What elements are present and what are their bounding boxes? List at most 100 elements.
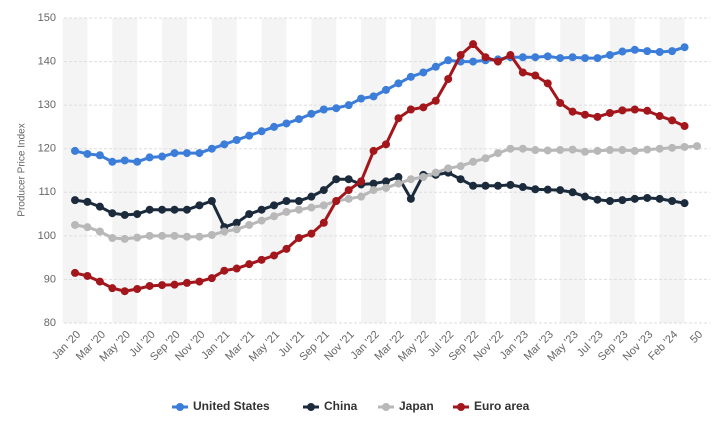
data-point (655, 194, 664, 203)
data-point (680, 122, 689, 131)
data-point (655, 112, 664, 121)
data-point (431, 62, 440, 71)
data-point (282, 197, 291, 205)
data-point (207, 144, 216, 153)
data-point (170, 231, 179, 240)
data-point (120, 156, 129, 165)
data-point (556, 54, 565, 63)
x-tick-label: 50 (688, 329, 705, 346)
data-point (95, 277, 104, 286)
y-tick-label: 90 (44, 273, 56, 285)
data-point (182, 149, 191, 158)
data-point (531, 53, 540, 62)
data-point (618, 146, 627, 155)
data-point (182, 278, 191, 287)
y-tick-label: 100 (38, 230, 56, 242)
data-point (382, 177, 390, 186)
data-point (270, 122, 279, 131)
data-point (182, 232, 191, 241)
data-point (668, 143, 677, 152)
data-point (444, 75, 453, 83)
data-point (220, 140, 229, 149)
y-tick-label: 150 (38, 12, 56, 24)
y-tick-label: 130 (38, 99, 56, 111)
data-point (294, 197, 303, 205)
data-point (120, 287, 129, 296)
data-point (406, 175, 415, 184)
data-point (120, 210, 129, 219)
data-point (207, 197, 216, 205)
data-point (158, 152, 167, 161)
legend: United States China Japan Euro area (172, 399, 530, 413)
data-point (581, 192, 590, 201)
data-point (294, 205, 303, 214)
data-point (655, 47, 664, 56)
background-band (261, 18, 287, 323)
data-point (456, 175, 465, 184)
data-point (518, 53, 527, 62)
data-point (270, 251, 279, 260)
data-point (643, 47, 652, 56)
data-point (630, 146, 639, 155)
data-point (680, 142, 689, 151)
data-point (257, 205, 266, 214)
data-point (394, 114, 403, 123)
data-point (382, 85, 390, 94)
data-point (531, 146, 540, 155)
data-point (369, 146, 378, 155)
data-point (282, 119, 291, 128)
data-point (120, 234, 129, 243)
y-axis-title: Producer Price Index (17, 123, 28, 216)
data-point (195, 277, 204, 286)
background-band (112, 18, 138, 323)
data-point (556, 146, 565, 155)
data-point (556, 98, 565, 107)
data-point (319, 218, 328, 227)
data-point (71, 220, 79, 229)
data-point (170, 205, 179, 214)
data-point (469, 157, 478, 166)
data-point (220, 227, 229, 236)
data-point (270, 212, 279, 221)
y-tick-label: 110 (38, 186, 56, 198)
data-point (394, 173, 403, 182)
data-point (357, 177, 366, 186)
data-point (382, 183, 390, 192)
background-band (410, 18, 436, 323)
y-tick-label: 140 (38, 55, 56, 67)
data-point (232, 136, 241, 144)
data-point (506, 144, 515, 153)
data-point (108, 157, 117, 166)
data-point (655, 144, 664, 153)
data-point (419, 103, 428, 112)
data-point (394, 179, 403, 188)
data-point (593, 195, 602, 204)
data-point (593, 54, 602, 63)
data-point (643, 145, 652, 154)
background-band (460, 18, 486, 323)
data-point (145, 231, 154, 240)
data-point (444, 164, 453, 173)
legend-label: China (324, 399, 358, 413)
data-point (245, 260, 254, 269)
legend-marker (176, 403, 184, 411)
data-point (543, 52, 552, 61)
data-point (344, 101, 353, 110)
legend-marker (307, 403, 315, 411)
data-point (232, 225, 241, 234)
data-point (307, 229, 316, 238)
data-point (605, 51, 614, 60)
data-point (680, 199, 689, 208)
data-point (481, 181, 490, 190)
data-point (145, 205, 154, 214)
data-point (332, 197, 341, 205)
data-point (145, 281, 154, 290)
data-point (431, 96, 440, 105)
data-point (245, 220, 254, 229)
data-point (593, 146, 602, 155)
data-point (456, 162, 465, 171)
data-point (419, 173, 428, 182)
data-point (307, 203, 316, 212)
data-point (630, 105, 639, 114)
data-point (282, 244, 291, 253)
